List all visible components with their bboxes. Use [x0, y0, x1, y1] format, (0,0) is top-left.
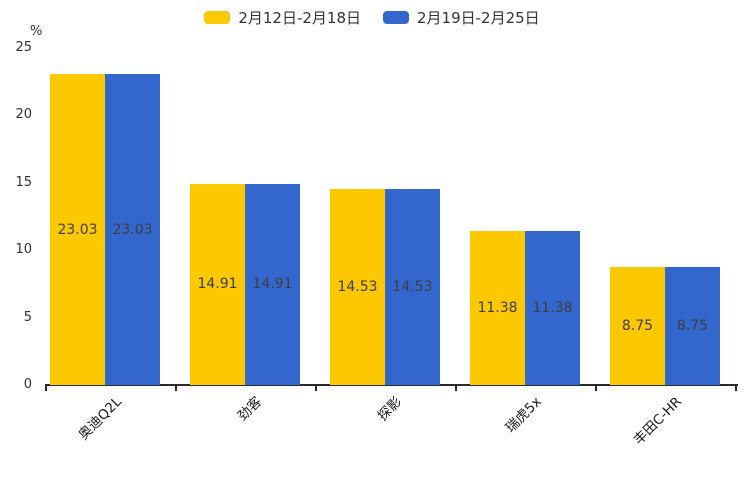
bar-value-label: 23.03: [57, 221, 98, 238]
bar-value-label: 14.91: [197, 276, 238, 293]
x-axis-category-label: 奥迪Q2L: [75, 393, 126, 444]
bar-value-label: 11.38: [532, 300, 573, 317]
bar-value-label: 11.38: [477, 300, 518, 317]
x-axis-tick: [175, 384, 177, 391]
x-axis-category-label: 瑞虎5x: [503, 393, 546, 436]
bar-series1-瑞虎5x[interactable]: [470, 231, 525, 385]
bar-value-label: 23.03: [112, 221, 153, 238]
legend-item-week2[interactable]: 2月19日-2月25日: [383, 7, 540, 28]
y-axis-tick-label: 25: [15, 39, 32, 55]
y-axis-tick-label: 0: [23, 377, 32, 392]
bar-value-label: 8.75: [621, 317, 654, 334]
legend-swatch-week1-icon: [204, 11, 231, 24]
legend-swatch-week2-icon: [383, 11, 409, 24]
bar-series1-劲客[interactable]: [190, 183, 245, 385]
y-axis-unit-label: %: [30, 24, 43, 39]
bar-value-label: 14.53: [392, 278, 433, 295]
x-axis-category-label: 劲客: [234, 393, 266, 425]
bar-value-label: 14.91: [252, 276, 293, 293]
legend-item-week1[interactable]: 2月12日-2月18日: [204, 7, 361, 28]
x-axis-line: [45, 384, 738, 386]
x-axis-tick: [315, 384, 317, 391]
bar-series2-探影[interactable]: [385, 188, 440, 385]
chart-legend: 2月12日-2月18日 2月19日-2月25日: [0, 7, 744, 28]
x-axis-tick: [455, 384, 457, 391]
x-axis-tick: [45, 384, 47, 391]
bar-series1-丰田C-HR[interactable]: [610, 266, 665, 385]
bar-series1-奥迪Q2L[interactable]: [50, 74, 105, 385]
bar-series1-探影[interactable]: [330, 188, 385, 385]
bar-series2-劲客[interactable]: [245, 183, 300, 385]
bar-value-label: 14.53: [337, 278, 378, 295]
x-axis-tick: [595, 384, 597, 391]
bar-series2-奥迪Q2L[interactable]: [105, 74, 160, 385]
legend-label-week2: 2月19日-2月25日: [417, 9, 540, 27]
bar-series2-丰田C-HR[interactable]: [665, 266, 720, 385]
bar-series2-瑞虎5x[interactable]: [525, 231, 580, 385]
y-axis-tick-label: 5: [23, 309, 32, 325]
x-axis-category-label: 丰田C-HR: [630, 393, 686, 449]
legend-label-week1: 2月12日-2月18日: [238, 9, 361, 27]
y-axis-tick-label: 20: [15, 107, 32, 122]
y-axis-tick-label: 15: [15, 174, 32, 190]
y-axis-tick-label: 10: [15, 242, 32, 257]
bar-value-label: 8.75: [676, 317, 709, 334]
x-axis-tick: [735, 384, 737, 391]
x-axis-category-label: 探影: [374, 393, 406, 425]
